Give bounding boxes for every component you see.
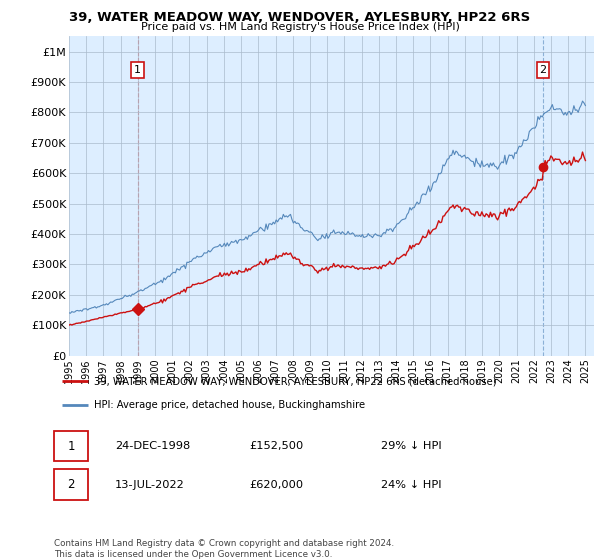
Text: 1: 1: [67, 440, 75, 452]
Text: £152,500: £152,500: [250, 441, 304, 451]
FancyBboxPatch shape: [54, 431, 88, 461]
Text: HPI: Average price, detached house, Buckinghamshire: HPI: Average price, detached house, Buck…: [94, 400, 365, 410]
Text: £620,000: £620,000: [250, 479, 304, 489]
Text: 24-DEC-1998: 24-DEC-1998: [115, 441, 190, 451]
Text: 24% ↓ HPI: 24% ↓ HPI: [382, 479, 442, 489]
Text: 2: 2: [539, 65, 547, 75]
Text: Price paid vs. HM Land Registry's House Price Index (HPI): Price paid vs. HM Land Registry's House …: [140, 22, 460, 32]
Text: 29% ↓ HPI: 29% ↓ HPI: [382, 441, 442, 451]
Text: 13-JUL-2022: 13-JUL-2022: [115, 479, 184, 489]
Text: 39, WATER MEADOW WAY, WENDOVER, AYLESBURY, HP22 6RS: 39, WATER MEADOW WAY, WENDOVER, AYLESBUR…: [70, 11, 530, 24]
Text: 2: 2: [67, 478, 75, 491]
Text: 39, WATER MEADOW WAY, WENDOVER, AYLESBURY, HP22 6RS (detached house): 39, WATER MEADOW WAY, WENDOVER, AYLESBUR…: [94, 376, 496, 386]
FancyBboxPatch shape: [54, 469, 88, 500]
Text: Contains HM Land Registry data © Crown copyright and database right 2024.
This d: Contains HM Land Registry data © Crown c…: [54, 539, 394, 559]
Text: 1: 1: [134, 65, 141, 75]
